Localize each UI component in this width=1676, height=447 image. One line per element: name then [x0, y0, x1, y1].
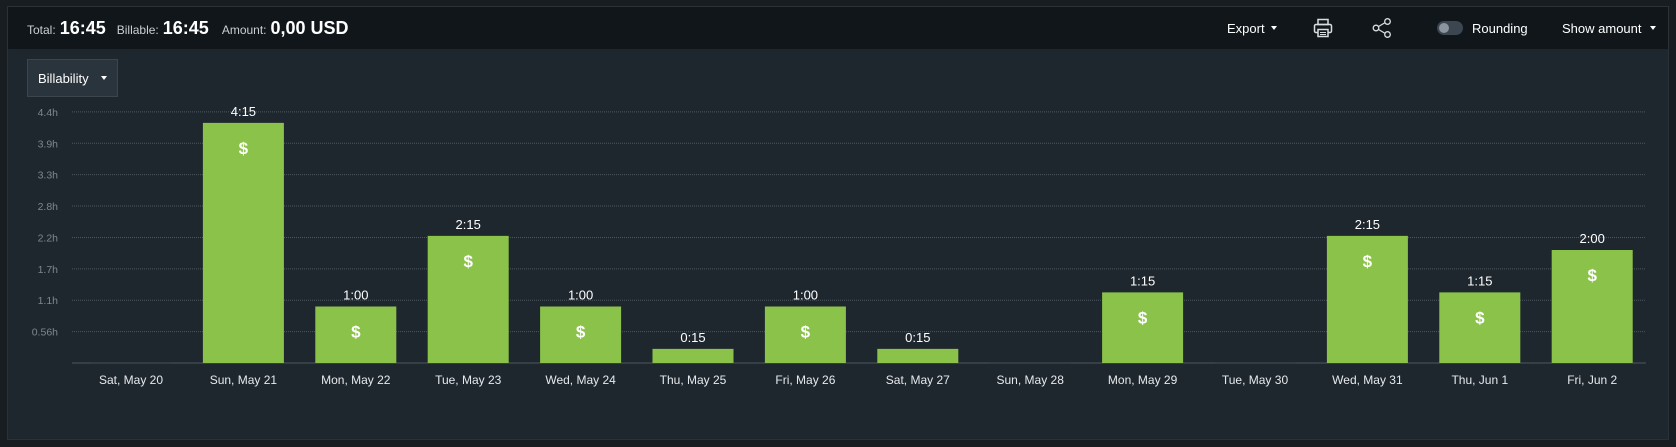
share-button[interactable]	[1371, 7, 1393, 49]
x-tick-label: Wed, May 24	[545, 373, 616, 387]
export-label: Export	[1227, 20, 1265, 36]
bar	[1439, 292, 1521, 363]
bar	[1326, 235, 1408, 363]
total-value: 16:45	[59, 17, 106, 38]
y-tick-label: 4.4h	[38, 107, 59, 119]
amount-value: 0,00 USD	[270, 17, 349, 38]
share-icon	[1372, 18, 1391, 38]
x-tick-label: Sat, May 27	[886, 373, 950, 387]
x-tick-label: Fri, May 26	[775, 373, 835, 387]
bar-value-label: 4:15	[231, 104, 256, 119]
x-tick-label: Sun, May 28	[997, 373, 1065, 387]
billable-dollar-icon: $	[1363, 252, 1373, 271]
billable-dollar-icon: $	[576, 323, 586, 342]
bar-value-label: 1:00	[793, 288, 818, 303]
bar	[1102, 292, 1184, 363]
bar	[202, 122, 284, 363]
x-tick-label: Thu, Jun 1	[1451, 373, 1508, 387]
billable-dollar-icon: $	[239, 139, 249, 158]
bar-value-label: 2:00	[1580, 231, 1605, 246]
chevron-down-icon	[100, 76, 107, 80]
billability-dropdown[interactable]: Billability	[27, 59, 118, 97]
show-amount-label: Show amount	[1562, 20, 1642, 36]
export-button[interactable]: Export	[1227, 7, 1277, 49]
print-button[interactable]	[1312, 7, 1334, 49]
bar	[877, 348, 959, 363]
bar-value-label: 2:15	[456, 217, 481, 232]
bar	[315, 306, 397, 363]
show-amount-dropdown[interactable]: Show amount	[1562, 7, 1656, 49]
bar	[1551, 250, 1633, 363]
daily-billability-chart: 0.56h 1.1h 1.7h 2.2h 2.8h 3.3h 3.9h 4.4h Sat, Ma…	[32, 104, 1646, 387]
x-tick-label: Mon, May 29	[1108, 373, 1178, 387]
bar	[540, 306, 622, 363]
bar-value-label: 1:00	[568, 288, 593, 303]
chevron-down-icon	[1270, 26, 1277, 30]
y-tick-label: 2.8h	[38, 201, 59, 213]
billable-dollar-icon: $	[801, 323, 811, 342]
bar-value-label: 1:15	[1467, 273, 1492, 288]
printer-icon	[1313, 18, 1333, 38]
toggle-switch[interactable]	[1437, 21, 1463, 35]
amount-label: Amount:	[221, 23, 267, 37]
x-tick-label: Wed, May 31	[1332, 373, 1403, 387]
billable-dollar-icon: $	[463, 252, 473, 271]
reports-panel: Total: 16:45 Billable: 16:45 Amount: 0,0…	[7, 6, 1669, 440]
bar	[652, 348, 734, 363]
bar	[427, 235, 509, 363]
billable-dollar-icon: $	[1587, 266, 1597, 285]
x-tick-label: Thu, May 25	[660, 373, 727, 387]
x-tick-label: Tue, May 23	[435, 373, 502, 387]
bar-value-label: 1:15	[1130, 273, 1155, 288]
totals-summary: Total: 16:45 Billable: 16:45 Amount: 0,0…	[27, 7, 360, 49]
billable-value: 16:45	[162, 17, 209, 38]
total-label: Total:	[27, 23, 56, 37]
bar-value-label: 2:15	[1355, 217, 1380, 232]
bar-value-label: 0:15	[680, 330, 705, 345]
x-tick-label: Tue, May 30	[1222, 373, 1289, 387]
summary-bar: Total: 16:45 Billable: 16:45 Amount: 0,0…	[8, 7, 1668, 49]
x-tick-label: Mon, May 22	[321, 373, 391, 387]
x-tick-label: Sat, May 20	[99, 373, 163, 387]
billability-label: Billability	[38, 70, 89, 86]
rounding-toggle[interactable]: Rounding	[1437, 7, 1528, 49]
billable-dollar-icon: $	[1138, 308, 1148, 327]
x-tick-label: Fri, Jun 2	[1567, 373, 1617, 387]
bar	[764, 306, 846, 363]
rounding-label: Rounding	[1472, 20, 1528, 36]
y-tick-label: 3.3h	[38, 170, 59, 182]
chevron-down-icon	[1649, 26, 1656, 30]
y-tick-label: 3.9h	[38, 138, 59, 150]
y-tick-label: 2.2h	[38, 232, 59, 244]
billable-dollar-icon: $	[1475, 308, 1485, 327]
y-tick-label: 1.1h	[38, 295, 59, 307]
bar-value-label: 0:15	[905, 330, 930, 345]
y-tick-label: 1.7h	[38, 264, 59, 276]
bar-value-label: 1:00	[343, 288, 368, 303]
billable-dollar-icon: $	[351, 323, 361, 342]
billable-label: Billable:	[116, 23, 159, 37]
x-tick-label: Sun, May 21	[210, 373, 278, 387]
y-tick-label: 0.56h	[32, 327, 58, 339]
